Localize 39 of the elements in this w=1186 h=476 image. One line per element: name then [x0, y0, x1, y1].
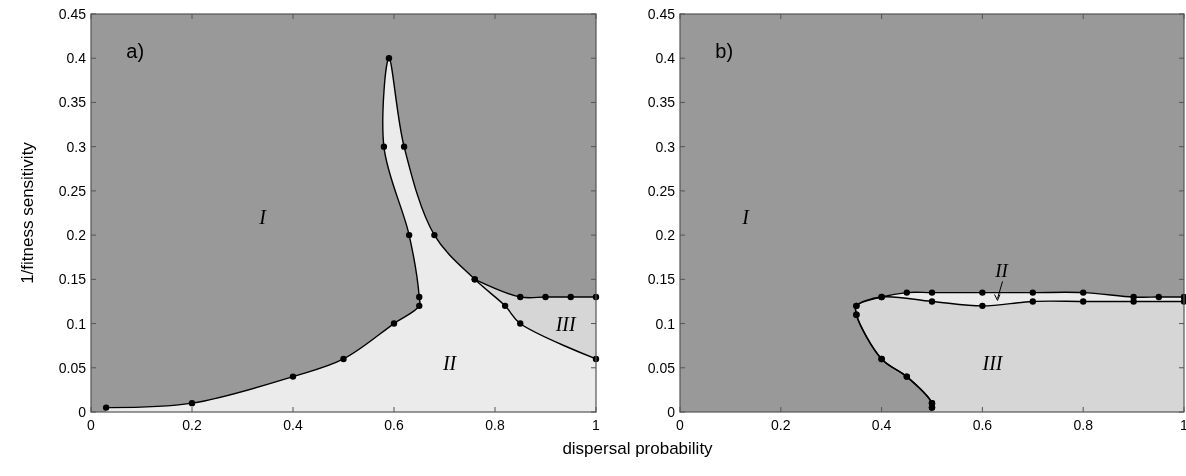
x-tick-label: 0.4 [283, 417, 303, 433]
annotation: III [554, 312, 578, 335]
x-axis-title: dispersal probability [562, 439, 714, 458]
y-axis-title: 1/fitness sensitivity [18, 141, 37, 284]
annotation: b) [715, 40, 734, 63]
y-tick-label: 0.15 [58, 271, 87, 288]
y-tick-label: 0.25 [58, 182, 87, 199]
x-tick-label: 0.2 [771, 417, 791, 433]
y-tick-label: 0.35 [58, 94, 87, 111]
y-tick-label: 0.2 [655, 227, 676, 244]
annotation: II [994, 260, 1010, 282]
y-tick-label: 0.3 [66, 138, 87, 155]
y-tick-label: 0.4 [655, 50, 676, 67]
y-tick-label: 0.25 [647, 182, 676, 199]
y-tick-label: 0.3 [655, 138, 676, 155]
annotation: III [981, 352, 1004, 375]
y-tick-label: 0.05 [58, 359, 87, 376]
y-tick-label: 0.15 [647, 271, 676, 288]
x-tick-label: 0.8 [1073, 417, 1094, 433]
y-tick-label: 0 [78, 404, 87, 420]
y-tick-label: 0.45 [647, 6, 676, 22]
x-tick-label: 0.8 [485, 417, 505, 433]
y-tick-label: 0.2 [66, 227, 87, 244]
y-tick-label: 0.35 [647, 94, 676, 111]
x-tick-label: 0.2 [182, 417, 202, 433]
y-tick-label: 0.1 [655, 315, 676, 332]
annotation: II [441, 352, 458, 375]
x-tick-label: 0.6 [384, 417, 404, 433]
x-tick-label: 0.6 [972, 417, 993, 433]
y-tick-label: 0.45 [58, 6, 87, 22]
annotation: I [258, 206, 268, 229]
x-tick-label: 0.4 [871, 417, 892, 433]
y-tick-label: 0.1 [66, 315, 87, 332]
annotation: a) [126, 40, 145, 63]
y-tick-label: 0 [667, 404, 676, 420]
y-tick-label: 0.4 [66, 50, 87, 67]
y-tick-label: 0.05 [647, 359, 676, 376]
annotation: I [741, 206, 751, 229]
x-tick-label: 1 [592, 417, 601, 433]
